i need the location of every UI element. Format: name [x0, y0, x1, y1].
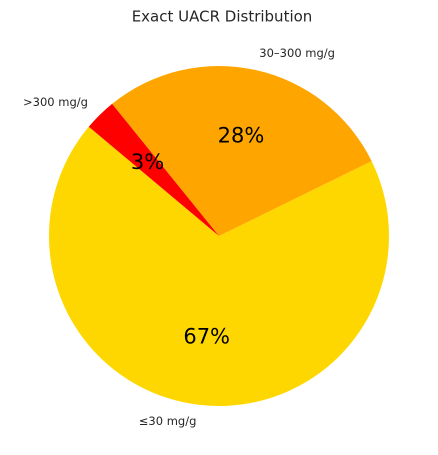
pie-slice — [112, 66, 372, 236]
percent-label: 28% — [218, 123, 265, 147]
chart-title: Exact UACR Distribution — [132, 8, 313, 26]
percent-label: 3% — [131, 150, 164, 174]
percent-label: 67% — [183, 324, 230, 348]
slice-label: 30–300 mg/g — [259, 46, 335, 60]
pie-slice — [88, 103, 219, 236]
pie-slice — [49, 126, 389, 407]
slice-label: >300 mg/g — [23, 95, 88, 109]
slice-label: ≤30 mg/g — [139, 414, 197, 428]
